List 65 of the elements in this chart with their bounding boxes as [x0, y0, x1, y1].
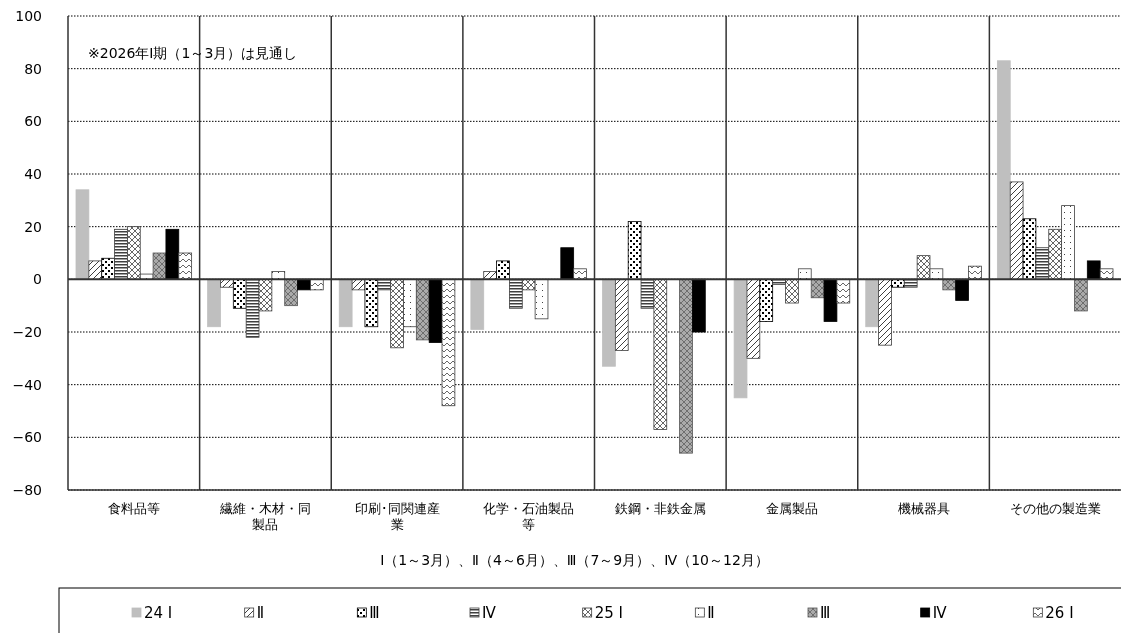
y-tick-label: −60 — [12, 429, 42, 446]
bar — [797, 268, 812, 280]
bar — [470, 278, 485, 330]
bar — [836, 278, 851, 304]
bar — [415, 278, 430, 341]
bar — [614, 278, 629, 351]
bar — [284, 278, 298, 307]
bar — [364, 278, 379, 328]
legend-label: Ⅳ — [932, 604, 947, 622]
x-tick-label: 金属製品 — [765, 501, 818, 516]
y-tick-label: 100 — [15, 8, 42, 24]
y-tick-label: 20 — [24, 218, 42, 235]
bar — [1074, 278, 1088, 312]
x-tick-label: 印刷･同関連産業 — [354, 501, 440, 532]
bar — [297, 278, 311, 291]
bar — [679, 278, 693, 454]
bar — [441, 278, 456, 407]
bar — [878, 278, 892, 346]
bar — [75, 189, 90, 280]
y-tick-label: 80 — [24, 60, 42, 77]
bar — [310, 278, 324, 291]
bar — [996, 60, 1011, 280]
y-tick-label: −20 — [12, 324, 42, 340]
bar — [903, 278, 918, 288]
x-tick-label: 食料品等 — [107, 501, 160, 516]
bar — [955, 278, 969, 301]
x-tick-label: 鉄鋼・非鉄金属 — [614, 501, 706, 516]
x-tick-label: 繊維・木材・同製品 — [218, 501, 311, 532]
bar — [823, 278, 838, 322]
legend-label: Ⅲ — [820, 604, 831, 622]
bar — [1086, 260, 1101, 280]
y-tick-label: 0 — [33, 271, 42, 288]
legend-label: Ⅲ — [369, 604, 380, 622]
bar — [746, 278, 761, 359]
bar — [1099, 268, 1114, 280]
x-tick-label: 機械器具 — [897, 501, 950, 516]
y-tick-label: 60 — [24, 113, 42, 130]
bar — [165, 228, 180, 280]
bar — [560, 247, 575, 280]
bar — [865, 278, 879, 328]
bar — [152, 252, 167, 280]
legend-label: 24 Ⅰ — [144, 604, 173, 622]
bar — [733, 278, 748, 399]
x-axis-title: Ⅰ（1～3月）、Ⅱ（4～6月）、Ⅲ（7～9月）、Ⅳ（10～12月） — [380, 552, 769, 568]
legend-label: 26 Ⅰ — [1045, 604, 1074, 622]
bar — [351, 278, 366, 291]
x-tick-label: 化学・石油製品等 — [483, 501, 575, 532]
legend-label: 25 Ⅰ — [594, 604, 623, 622]
y-tick-label: −40 — [12, 376, 42, 393]
legend-label: Ⅱ — [707, 604, 715, 622]
bar — [207, 278, 221, 328]
y-tick-label: 40 — [24, 166, 42, 182]
bar — [573, 268, 587, 280]
legend-label: Ⅱ — [256, 604, 265, 622]
bar — [942, 278, 957, 291]
x-tick-label: その他の製造業 — [1009, 501, 1101, 516]
bar — [178, 252, 193, 280]
bar — [496, 260, 510, 280]
y-tick-label: −80 — [12, 482, 42, 498]
bar — [232, 278, 247, 309]
bar — [602, 278, 616, 367]
bar — [1009, 181, 1024, 280]
legend-label: Ⅳ — [482, 604, 496, 622]
bar — [338, 278, 353, 328]
bar — [759, 278, 774, 322]
